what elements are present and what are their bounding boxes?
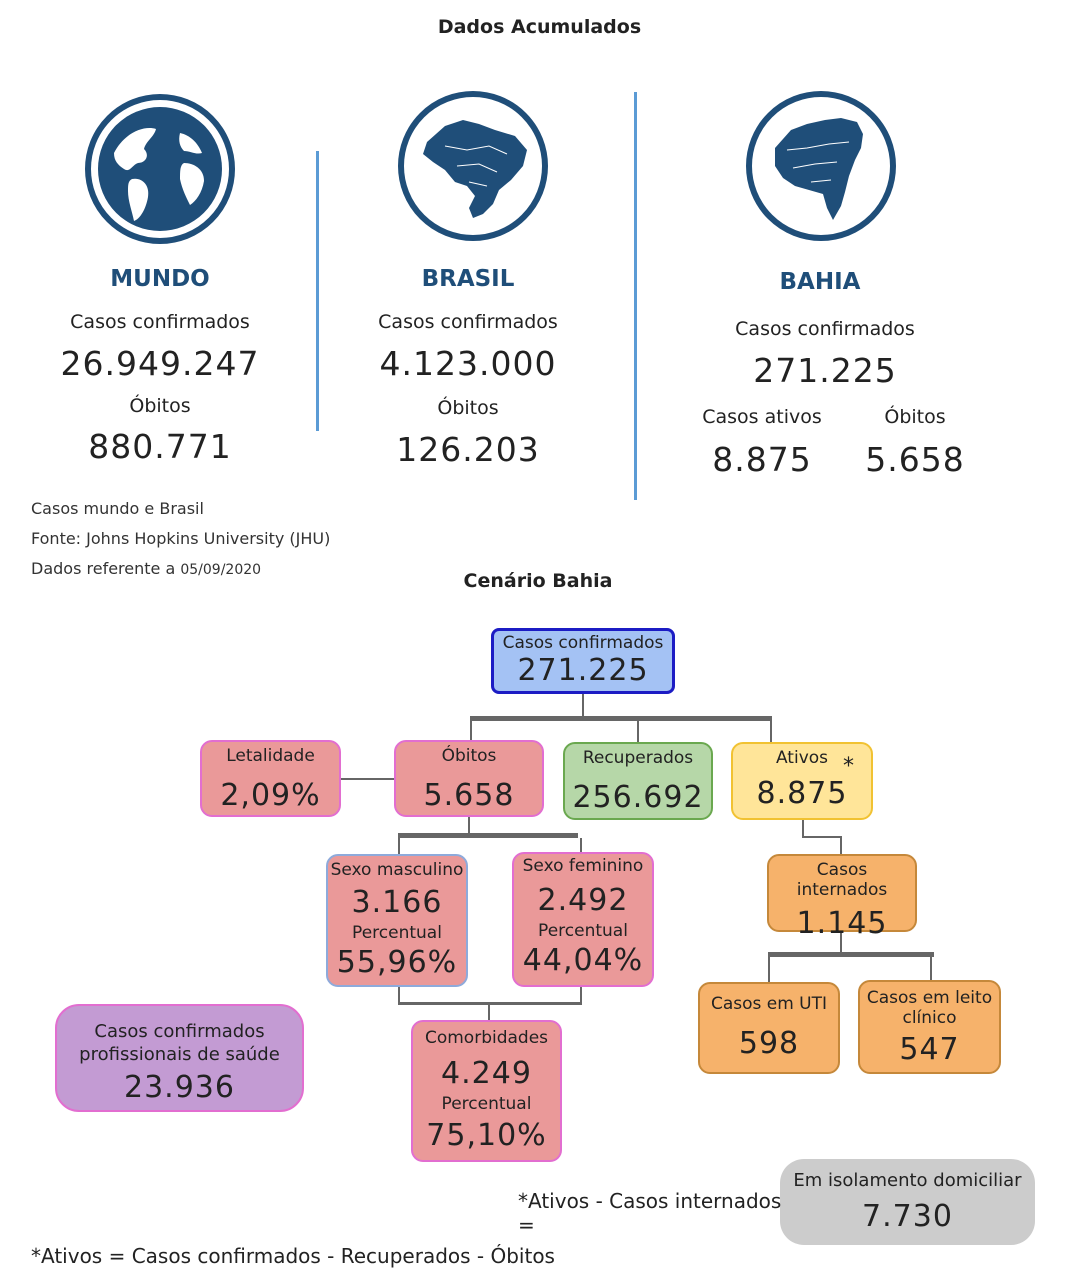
connector-line — [637, 719, 639, 743]
source-note: Casos mundo e Brasil Fonte: Johns Hopkin… — [31, 494, 451, 585]
female-box: Sexo feminino 2.492 Percentual 44,04% — [512, 852, 654, 987]
connector-line — [488, 1002, 490, 1022]
ward-value: 547 — [899, 1032, 960, 1067]
comorbidities-label: Comorbidades — [424, 1028, 549, 1048]
isolation-value: 7.730 — [862, 1199, 953, 1234]
female-pct-label: Percentual — [538, 921, 628, 941]
male-value: 3.166 — [351, 885, 443, 920]
brasil-title: BRASIL — [421, 266, 515, 292]
deaths-value: 5.658 — [423, 778, 515, 813]
lethality-label: Letalidade — [226, 746, 315, 766]
isolation-box: Em isolamento domiciliar 7.730 — [780, 1159, 1035, 1245]
connector-line — [398, 987, 400, 1005]
female-pct-value: 44,04% — [522, 943, 644, 978]
female-value: 2.492 — [537, 883, 629, 918]
ward-label: Casos em leito clínico — [866, 988, 993, 1028]
connector-line — [930, 952, 932, 980]
scenario-title: Cenário Bahia — [463, 570, 613, 592]
health-workers-value: 23.936 — [124, 1070, 235, 1105]
health-workers-label: Casos confirmados profissionais de saúde — [79, 1021, 280, 1065]
bahia-title: BAHIA — [779, 269, 861, 295]
isolation-note: *Ativos - Casos internados = — [518, 1189, 782, 1237]
male-pct-value: 55,96% — [336, 945, 458, 980]
connector-line — [468, 817, 470, 835]
bahia-active-label: Casos ativos — [702, 406, 822, 428]
mundo-deaths-label: Óbitos — [129, 395, 191, 417]
icu-box: Casos em UTI 598 — [698, 982, 840, 1074]
bahia-confirmed-value: 271.225 — [753, 351, 897, 390]
connector-line — [580, 987, 582, 1005]
bahia-confirmed-label: Casos confirmados — [735, 318, 915, 340]
male-pct-label: Percentual — [352, 923, 442, 943]
connector-line — [582, 694, 584, 718]
brasil-confirmed-value: 4.123.000 — [379, 344, 557, 383]
source-line-1: Casos mundo e Brasil — [31, 499, 204, 518]
mundo-confirmed-value: 26.949.247 — [60, 344, 260, 383]
hospitalized-label: Casos internados — [796, 860, 888, 900]
connector-line — [470, 716, 472, 740]
icu-value: 598 — [738, 1026, 800, 1061]
brasil-confirmed-label: Casos confirmados — [378, 311, 558, 333]
connector-line — [398, 833, 400, 855]
comorbidities-box: Comorbidades 4.249 Percentual 75,10% — [411, 1020, 562, 1162]
connector-line — [770, 716, 772, 742]
brazil-map-icon — [397, 90, 549, 242]
mundo-deaths-value: 880.771 — [88, 427, 232, 466]
source-line-3: Dados referente a 05/09/2020 — [31, 554, 451, 585]
confirmed-box-value: 271.225 — [517, 653, 649, 688]
female-label: Sexo feminino — [522, 856, 644, 876]
globe-icon — [84, 93, 236, 245]
divider-line — [634, 92, 637, 500]
mundo-title: MUNDO — [110, 266, 210, 292]
bahia-map-icon — [745, 90, 897, 242]
connector-line — [470, 716, 772, 721]
connector-line — [840, 930, 842, 954]
asterisk-mark: * — [843, 754, 854, 779]
connector-line — [398, 833, 578, 838]
source-date-prefix: Dados referente a — [31, 559, 181, 578]
comorbidities-pct-value: 75,10% — [426, 1118, 547, 1153]
source-line-2: Fonte: Johns Hopkins University (JHU) — [31, 529, 331, 548]
connector-line — [768, 952, 934, 957]
source-date: 05/09/2020 — [180, 562, 262, 578]
brasil-deaths-value: 126.203 — [396, 430, 540, 469]
connector-line — [840, 836, 842, 854]
comorbidities-pct-label: Percentual — [441, 1094, 532, 1114]
health-workers-box: Casos confirmados profissionais de saúde… — [55, 1004, 304, 1112]
connector-line — [580, 838, 582, 856]
connector-line — [802, 820, 804, 838]
isolation-label: Em isolamento domiciliar — [793, 1170, 1022, 1191]
deaths-label: Óbitos — [441, 746, 497, 766]
comorbidities-value: 4.249 — [441, 1056, 532, 1091]
recovered-value: 256.692 — [572, 780, 704, 815]
ward-box: Casos em leito clínico 547 — [858, 980, 1001, 1074]
divider-line — [316, 151, 319, 431]
hospitalized-box: Casos internados 1.145 — [767, 854, 917, 941]
bahia-deaths-value: 5.658 — [865, 440, 965, 479]
lethality-box: Letalidade 2,09% — [200, 740, 341, 817]
active-value: 8.875 — [756, 776, 848, 811]
icu-label: Casos em UTI — [710, 994, 828, 1014]
male-box: Sexo masculino 3.166 Percentual 55,96% — [326, 854, 468, 987]
bahia-active-value: 8.875 — [712, 440, 812, 479]
recovered-label: Recuperados — [582, 748, 694, 768]
confirmed-box-label: Casos confirmados — [502, 633, 664, 653]
active-formula-note: *Ativos = Casos confirmados - Recuperado… — [31, 1244, 555, 1268]
connector-line — [768, 952, 770, 982]
deaths-box: Óbitos 5.658 — [394, 740, 544, 817]
connector-line — [341, 778, 395, 780]
brasil-deaths-label: Óbitos — [437, 397, 499, 419]
mundo-confirmed-label: Casos confirmados — [70, 311, 250, 333]
connector-line — [802, 836, 842, 838]
recovered-box: Recuperados 256.692 — [563, 742, 713, 820]
hospitalized-value: 1.145 — [796, 906, 888, 941]
page-title: Dados Acumulados — [437, 16, 642, 38]
bahia-deaths-label: Óbitos — [884, 406, 946, 428]
confirmed-box: Casos confirmados 271.225 — [491, 628, 675, 694]
lethality-value: 2,09% — [220, 778, 321, 813]
male-label: Sexo masculino — [330, 860, 464, 880]
active-label: Ativos — [775, 748, 829, 768]
active-box: Ativos 8.875 * — [731, 742, 873, 820]
